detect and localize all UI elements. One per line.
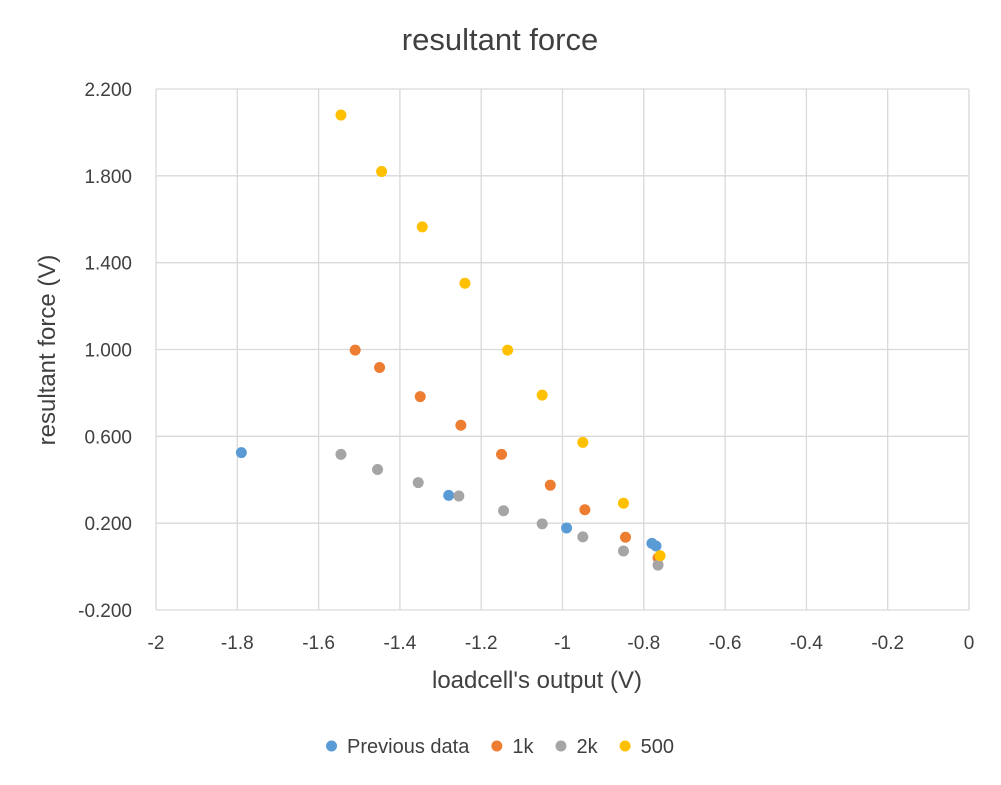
data-point-1k — [349, 344, 361, 356]
legend-label-500: 500 — [641, 736, 674, 758]
data-point-2k — [536, 518, 548, 530]
data-point-2k — [335, 448, 347, 460]
y-tick-label: 1.400 — [84, 254, 132, 275]
x-tick-label: 0 — [964, 633, 975, 654]
legend-item-2k: 2k — [555, 736, 599, 758]
legend-marker-500 — [619, 740, 631, 752]
data-point-500 — [459, 277, 471, 289]
data-point-2k — [652, 559, 664, 571]
legend-item-1k: 1k — [491, 736, 534, 758]
chart-title: resultant force — [402, 22, 598, 57]
x-tick-label: -2 — [148, 633, 165, 654]
data-point-previous-data — [561, 522, 573, 534]
data-point-500 — [577, 436, 589, 448]
data-point-1k — [374, 362, 386, 374]
legend-marker-previous-data — [326, 740, 338, 752]
data-point-500 — [416, 221, 428, 233]
legend-marker-2k — [555, 740, 567, 752]
x-tick-label: -0.6 — [709, 633, 742, 654]
data-point-2k — [372, 464, 384, 476]
data-point-500 — [654, 550, 666, 562]
legend-item-500: 500 — [619, 736, 674, 758]
data-point-500 — [502, 344, 514, 356]
data-point-1k — [455, 419, 467, 431]
x-tick-label: -1.8 — [221, 633, 254, 654]
y-tick-label: 2.200 — [84, 80, 132, 101]
x-tick-label: -0.8 — [627, 633, 660, 654]
data-point-previous-data — [235, 447, 247, 459]
x-axis-title: loadcell's output (V) — [432, 667, 642, 694]
data-point-1k — [414, 391, 426, 403]
data-point-1k — [496, 448, 508, 460]
x-tick-label: -1 — [554, 633, 571, 654]
legend-label-1k: 1k — [512, 736, 534, 758]
data-point-previous-data — [650, 540, 662, 552]
x-tick-label: -0.4 — [790, 633, 823, 654]
x-axis-tick-labels: -2 -1.8 -1.6 -1.4 -1.2 -1 -0.8 -0.6 -0.4 -0.2 0 — [148, 633, 975, 654]
x-tick-label: -1.2 — [465, 633, 498, 654]
data-point-1k — [620, 531, 632, 543]
legend: Previous data 1k 2k 500 — [326, 736, 674, 758]
data-point-2k — [498, 505, 510, 517]
data-point-2k — [453, 490, 465, 502]
data-point-2k — [412, 477, 424, 489]
y-axis-tick-labels: -0.200 0.200 0.600 1.000 1.400 1.800 2.200 — [78, 80, 132, 622]
data-point-2k — [577, 531, 589, 543]
data-point-2k — [617, 545, 629, 557]
legend-label-previous-data: Previous data — [347, 736, 470, 758]
legend-label-2k: 2k — [576, 736, 598, 758]
x-tick-label: -1.6 — [302, 633, 335, 654]
y-tick-label: -0.200 — [78, 601, 132, 622]
y-tick-label: 0.200 — [84, 514, 132, 535]
data-points — [235, 109, 666, 571]
legend-marker-1k — [491, 740, 503, 752]
x-tick-label: -1.4 — [384, 633, 417, 654]
data-point-1k — [579, 504, 591, 516]
data-point-1k — [544, 479, 556, 491]
data-point-500 — [536, 389, 548, 401]
x-tick-label: -0.2 — [871, 633, 904, 654]
y-axis-title: resultant force (V) — [34, 255, 61, 446]
data-point-previous-data — [443, 489, 455, 501]
data-point-500 — [376, 165, 388, 177]
data-point-500 — [617, 497, 629, 509]
y-tick-label: 0.600 — [84, 427, 132, 448]
data-point-500 — [335, 109, 347, 121]
legend-item-previous-data: Previous data — [326, 736, 470, 758]
gridlines — [155, 88, 970, 611]
y-tick-label: 1.800 — [84, 167, 132, 188]
y-tick-label: 1.000 — [84, 341, 132, 362]
